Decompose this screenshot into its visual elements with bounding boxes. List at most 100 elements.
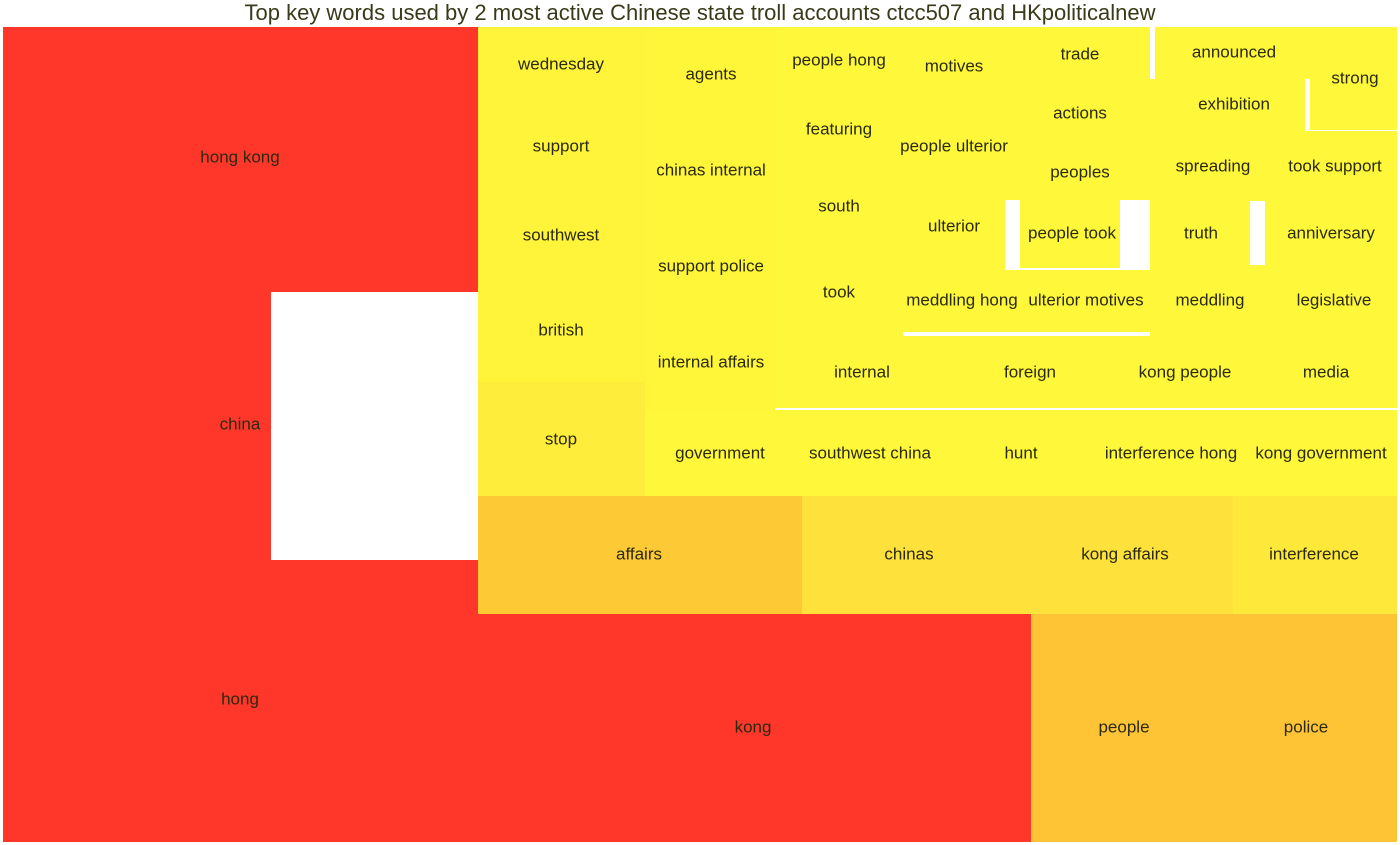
tile-label-british: british: [538, 321, 583, 340]
tile-label-spreading: spreading: [1176, 157, 1251, 176]
tile-featuring: [775, 95, 903, 163]
tile-label-south: south: [818, 197, 860, 216]
tile-wednesday: [478, 27, 645, 112]
chart-title: Top key words used by 2 most active Chin…: [244, 0, 1156, 25]
tile-peoples: [1005, 143, 1155, 200]
tile-label-support: support: [533, 137, 590, 156]
tile-label-interference: interference: [1269, 545, 1359, 564]
tile-british: [478, 290, 645, 382]
tile-label-took: took: [823, 283, 856, 302]
tile-interference: [1233, 496, 1397, 614]
tile-support: [478, 112, 645, 200]
tile-announced: [1155, 27, 1310, 79]
tile-label-agents: agents: [685, 65, 736, 84]
tile-people-hong: [775, 27, 903, 95]
tile-foreign: [947, 336, 1112, 408]
tile-label-meddling-hong: meddling hong: [906, 291, 1018, 310]
tile-took-support: [1275, 131, 1397, 201]
tile-internal-affairs: [645, 316, 775, 410]
tile-kong-affairs: [1017, 496, 1233, 614]
tile-label-kong-people: kong people: [1139, 363, 1232, 382]
tile-label-wednesday: wednesday: [517, 55, 605, 74]
tile-label-media: media: [1303, 363, 1350, 382]
tile-stop: [478, 382, 645, 496]
tile-label-actions: actions: [1053, 104, 1107, 123]
tile-hong-kong: [3, 27, 478, 292]
tile-label-kong-government: kong government: [1255, 444, 1387, 463]
tile-label-anniversary: anniversary: [1287, 224, 1375, 243]
tile-label-chinas-internal: chinas internal: [656, 161, 766, 180]
tile-label-foreign: foreign: [1004, 363, 1056, 382]
tile-label-interference-hong: interference hong: [1105, 444, 1237, 463]
tile-legislative: [1270, 268, 1397, 338]
tile-label-internal: internal: [834, 363, 890, 382]
tile-label-government: government: [675, 444, 765, 463]
tile-southwest: [478, 200, 645, 290]
tile-label-police: police: [1284, 718, 1328, 737]
tile-kong-government: [1245, 410, 1397, 496]
tile-meddling-hong: [903, 270, 1020, 332]
tile-agents: [645, 27, 775, 122]
tile-chinas-internal: [645, 122, 775, 220]
tile-label-trade: trade: [1061, 45, 1100, 64]
tile-internal: [775, 336, 947, 408]
tile-label-affairs: affairs: [616, 545, 662, 564]
tile-spreading: [1150, 131, 1275, 201]
tile-label-southwest-china: southwest china: [809, 444, 931, 463]
tile-people-ulterior: [903, 105, 1005, 185]
tile-label-people-took: people took: [1028, 224, 1116, 243]
tile-label-kong-affairs: kong affairs: [1081, 545, 1169, 564]
tile-label-people-ulterior: people ulterior: [900, 137, 1008, 156]
tile-label-china: china: [220, 415, 261, 434]
tile-ulterior-motives: [1020, 270, 1155, 332]
tile-south: [775, 163, 903, 251]
tile-china: [3, 292, 271, 560]
tile-media: [1262, 336, 1397, 408]
tile-label-hunt: hunt: [1004, 444, 1037, 463]
tile-label-featuring: featuring: [806, 120, 872, 139]
tile-label-chinas: chinas: [884, 545, 933, 564]
tile-truth: [1150, 201, 1250, 266]
tile-label-stop: stop: [545, 430, 577, 449]
tile-label-legislative: legislative: [1297, 291, 1372, 310]
tile-chinas: [802, 496, 1017, 614]
tile-people-took: [1020, 200, 1120, 268]
tile-affairs: [478, 496, 802, 614]
tile-police: [1216, 614, 1397, 842]
tile-exhibition: [1150, 79, 1305, 131]
tile-ulterior: [903, 185, 1005, 270]
tile-government: [645, 410, 795, 496]
tile-southwest-china: [795, 410, 945, 496]
tile-label-truth: truth: [1184, 224, 1218, 243]
tile-label-took-support: took support: [1288, 157, 1382, 176]
tile-anniversary: [1265, 201, 1397, 268]
tile-label-people: people: [1098, 718, 1149, 737]
tile-trade: [1005, 27, 1150, 85]
tile-label-support-police: support police: [658, 257, 764, 276]
tile-took: [775, 251, 903, 336]
tile-hong: [3, 560, 478, 842]
tile-interference-hong: [1100, 410, 1245, 496]
tile-label-peoples: peoples: [1050, 163, 1110, 182]
tile-label-kong: kong: [735, 718, 772, 737]
tile-support-police: [645, 220, 775, 316]
tile-label-motives: motives: [925, 57, 984, 76]
tile-label-strong: strong: [1331, 69, 1378, 88]
tile-label-southwest: southwest: [523, 226, 600, 245]
tile-actions: [1005, 85, 1155, 143]
tile-kong-people: [1112, 336, 1262, 408]
tile-people: [1031, 614, 1216, 842]
tile-label-internal-affairs: internal affairs: [658, 353, 764, 372]
tile-label-ulterior-motives: ulterior motives: [1028, 291, 1143, 310]
tile-kong: [478, 614, 1031, 842]
tile-label-exhibition: exhibition: [1198, 95, 1270, 114]
tile-label-hong: hong: [221, 690, 259, 709]
tile-label-announced: announced: [1192, 43, 1276, 62]
tile-strong: [1310, 27, 1397, 130]
tile-motives: [903, 27, 1005, 105]
tile-label-meddling: meddling: [1176, 291, 1245, 310]
tile-label-hong-kong: hong kong: [200, 148, 279, 167]
tile-hunt: [945, 410, 1100, 496]
tile-label-people-hong: people hong: [792, 51, 886, 70]
